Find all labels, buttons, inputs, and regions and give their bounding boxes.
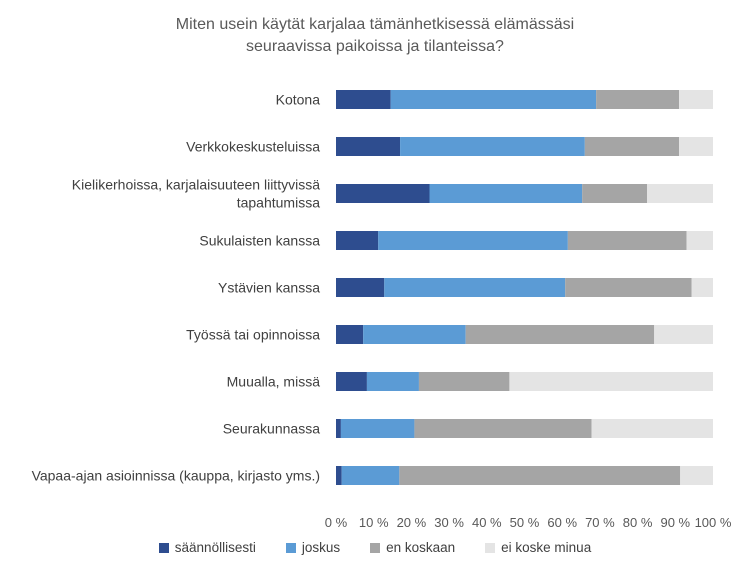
- bar-segment-3-row-5: [565, 278, 692, 297]
- legend-item-saannollisesti: säännöllisesti: [158, 540, 256, 555]
- bar-segment-4-row-2: [679, 137, 713, 156]
- bar-segment-3-row-9: [399, 466, 681, 485]
- bar-segment-2-row-9: [341, 466, 400, 485]
- chart-title-line-2: seuraavissa paikoissa ja tilanteissa?: [246, 38, 504, 55]
- category-label: Työssä tai opinnoissa: [186, 327, 320, 343]
- bar-segment-3-row-8: [414, 419, 592, 438]
- legend-label: en koskaan: [386, 540, 456, 555]
- bar-segment-1-row-1: [336, 90, 391, 109]
- bar-segment-1-row-4: [336, 231, 379, 250]
- chart-title-line-1: Miten usein käytät karjalaa tämänhetkise…: [175, 16, 575, 33]
- category-label: Ystävien kanssa: [218, 280, 320, 296]
- bar-segment-1-row-7: [336, 372, 367, 391]
- bar-segment-2-row-4: [378, 231, 568, 250]
- legend-item-joskus: joskus: [285, 540, 341, 555]
- chart-title: Miten usein käytät karjalaa tämänhetkise…: [0, 14, 750, 58]
- bar-segment-4-row-8: [591, 419, 713, 438]
- x-tick-label: 60 %: [547, 515, 577, 530]
- legend-label: säännöllisesti: [174, 540, 256, 555]
- bar-segment-2-row-7: [366, 372, 419, 391]
- category-label: Vapaa-ajan asioinnissa (kauppa, kirjasto…: [32, 468, 320, 484]
- bar-segment-4-row-4: [686, 231, 713, 250]
- bar-segment-2-row-3: [429, 184, 583, 203]
- x-tick-label: 80 %: [623, 515, 653, 530]
- legend-swatch: [370, 542, 381, 553]
- bar-segment-4-row-7: [509, 372, 713, 391]
- legend-swatch: [485, 542, 496, 553]
- bar-segment-1-row-2: [336, 137, 401, 156]
- bar-segment-3-row-3: [582, 184, 648, 203]
- legend-label: joskus: [301, 540, 341, 555]
- legend: säännöllisesti joskus en koskaan ei kosk…: [0, 540, 750, 555]
- x-tick-label: 0 %: [325, 515, 348, 530]
- legend-swatch: [158, 542, 169, 553]
- bar-segment-4-row-9: [680, 466, 713, 485]
- bar-segment-4-row-5: [691, 278, 713, 297]
- category-label: Sukulaisten kanssa: [199, 233, 320, 249]
- bar-segment-3-row-7: [418, 372, 510, 391]
- bar-segment-2-row-5: [384, 278, 566, 297]
- bar-segment-2-row-2: [400, 137, 585, 156]
- bar-segment-3-row-2: [584, 137, 680, 156]
- bar-segment-1-row-3: [336, 184, 430, 203]
- bar-segment-3-row-4: [567, 231, 687, 250]
- bar-segment-2-row-6: [363, 325, 466, 344]
- category-label: Kielikerhoissa, karjalaisuuteen liittyvi…: [72, 177, 320, 211]
- bar-segment-1-row-9: [336, 466, 342, 485]
- legend-swatch: [285, 542, 296, 553]
- legend-item-en-koskaan: en koskaan: [370, 540, 455, 555]
- bar-segment-4-row-6: [654, 325, 713, 344]
- bar-segment-4-row-3: [647, 184, 713, 203]
- legend-label: ei koske minua: [501, 540, 592, 555]
- bar-segment-3-row-1: [596, 90, 680, 109]
- x-tick-label: 40 %: [472, 515, 502, 530]
- bar-segment-2-row-8: [340, 419, 415, 438]
- category-label: Muualla, missä: [227, 374, 321, 390]
- bar-segment-4-row-1: [679, 90, 713, 109]
- x-tick-label: 20 %: [397, 515, 427, 530]
- bar-segment-2-row-1: [390, 90, 597, 109]
- category-label: Seurakunnassa: [223, 421, 321, 437]
- category-label: Kotona: [276, 92, 321, 108]
- x-tick-label: 50 %: [510, 515, 540, 530]
- bar-segment-1-row-5: [336, 278, 385, 297]
- x-tick-label: 30 %: [434, 515, 464, 530]
- bar-segment-3-row-6: [465, 325, 655, 344]
- x-tick-label: 90 %: [660, 515, 690, 530]
- x-tick-label: 100 %: [695, 515, 732, 530]
- bar-segment-1-row-8: [336, 419, 341, 438]
- legend-item-ei-koske-minua: ei koske minua: [485, 540, 591, 555]
- bar-segment-1-row-6: [336, 325, 364, 344]
- category-label: Verkkokeskusteluissa: [186, 139, 320, 155]
- x-tick-label: 10 %: [359, 515, 389, 530]
- x-tick-label: 70 %: [585, 515, 615, 530]
